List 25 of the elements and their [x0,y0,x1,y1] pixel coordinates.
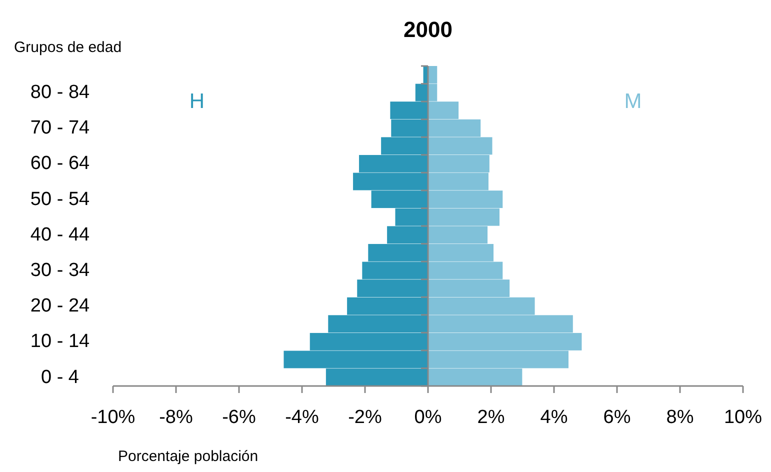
chart-title: 2000 [404,17,452,42]
y-tick-label: 10 - 14 [30,331,90,352]
x-tick-label: 0% [414,407,442,428]
y-tick-label: 20 - 24 [30,296,90,317]
x-tick-label: -8% [159,407,193,428]
text: H [189,90,205,113]
y-tick-label: 60 - 64 [30,153,90,174]
text: M [624,90,642,113]
x-tick-label: -10% [90,407,136,428]
x-tick-label: -4% [285,407,319,428]
x-tick-label: -2% [348,407,382,428]
y-tick-label: 40 - 44 [30,224,90,246]
y-tick-label: 70 - 74 [30,118,90,139]
y-tick-label: 50 - 54 [30,188,90,210]
y-tick-label: 30 - 34 [30,260,90,281]
x-tick-label: 6% [603,407,631,428]
x-tick-label: 2% [477,407,505,428]
x-tick-label: 4% [540,407,568,428]
x-tick-label: 10% [724,407,762,428]
x-axis-title: Porcentaje población [118,448,258,465]
x-tick-label: 8% [666,407,694,428]
y-tick-label: 0 - 4 [40,366,80,388]
y-tick-label: 80 - 84 [30,82,90,104]
y-axis-title: Grupos de edad [14,39,122,56]
x-tick-label: -6% [222,407,256,428]
